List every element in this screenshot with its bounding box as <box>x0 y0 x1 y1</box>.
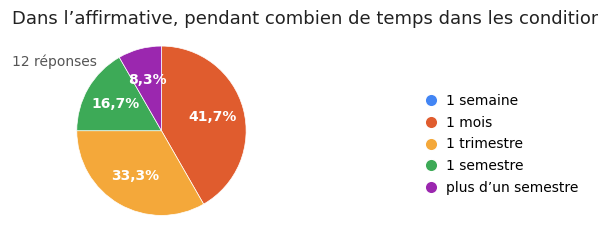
Wedge shape <box>77 131 204 215</box>
Text: 12 réponses: 12 réponses <box>12 55 97 69</box>
Legend: 1 semaine, 1 mois, 1 trimestre, 1 semestre, plus d’un semestre: 1 semaine, 1 mois, 1 trimestre, 1 semest… <box>421 87 585 202</box>
Wedge shape <box>119 46 161 131</box>
Text: 33,3%: 33,3% <box>111 169 159 183</box>
Wedge shape <box>161 46 246 204</box>
Wedge shape <box>77 57 161 131</box>
Text: 8,3%: 8,3% <box>129 73 167 87</box>
Text: Dans l’affirmative, pendant combien de temps dans les conditions actuelles ?: Dans l’affirmative, pendant combien de t… <box>12 10 598 28</box>
Text: 16,7%: 16,7% <box>92 97 140 112</box>
Text: 41,7%: 41,7% <box>188 110 236 124</box>
